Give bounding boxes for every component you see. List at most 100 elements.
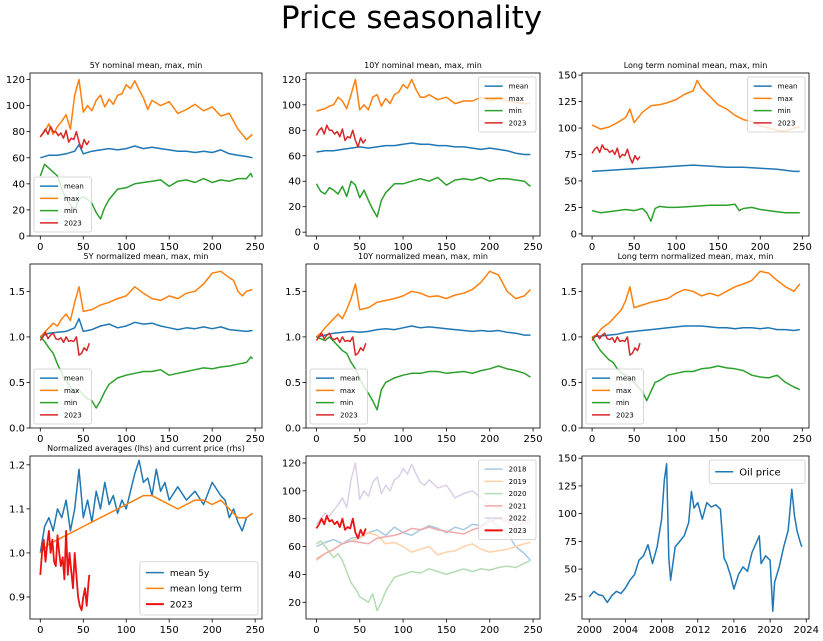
legend-label: 2023: [778, 119, 796, 127]
axes-frame: [29, 455, 263, 620]
chart-title: Long term normalized mean, max, min: [618, 252, 774, 261]
legend: mean max min 2023: [33, 368, 92, 425]
x-tick-label: 200: [203, 434, 222, 445]
x-tick-label: 0: [37, 242, 43, 253]
series-line-mean: [40, 143, 253, 159]
plot-area: [591, 270, 801, 402]
y-tick-label: 20: [288, 202, 301, 213]
y-tick-label: 0.0: [9, 424, 25, 435]
y-tick-label: 60: [288, 151, 301, 162]
y-tick-label: 75: [564, 150, 577, 161]
x-tick-label: 250: [524, 434, 543, 445]
y-tick-label: 0.5: [285, 378, 301, 389]
series-line-max: [316, 78, 531, 112]
y-tick-label: 50: [564, 565, 577, 576]
x-tick-label: 50: [628, 242, 641, 253]
chart-p6: Long term normalized mean, max, min 0 50 10…: [561, 252, 812, 445]
y-tick-label: 1.0: [285, 332, 301, 343]
y-tick-label: 150: [558, 454, 577, 465]
legend-label: 2023: [616, 411, 634, 419]
series-line-mean: [592, 325, 800, 338]
x-tick-label: 250: [793, 434, 812, 445]
y-tick-label: 120: [6, 75, 25, 86]
legend: mean max min 2023: [33, 176, 92, 233]
legend-label: max: [64, 387, 79, 395]
x-tick-label: 200: [203, 242, 222, 253]
series-line-max: [315, 270, 532, 338]
x-tick-label: 150: [709, 434, 728, 445]
legend-box: [585, 368, 644, 425]
x-tick-label: 150: [709, 242, 728, 253]
x-tick-label: 50: [353, 625, 366, 636]
x-tick-label: 2012: [685, 625, 710, 636]
figure-title: Price seasonality: [280, 0, 543, 36]
chart-p3: Long term nominal mean, max, min 0 50 100 15…: [558, 61, 812, 253]
axes-frame: [305, 72, 541, 237]
legend-label: min: [64, 399, 77, 407]
legend-box: [139, 561, 259, 616]
series-line-mean: [592, 164, 800, 173]
x-tick-label: 2004: [613, 625, 638, 636]
y-tick-label: 0.5: [561, 378, 577, 389]
x-tick-label: 150: [160, 242, 179, 253]
y-tick-label: 50: [564, 176, 577, 187]
legend-label: mean 5y: [170, 569, 210, 579]
x-tick-label: 50: [77, 434, 90, 445]
x-tick-label: 0: [37, 434, 43, 445]
legend-label: 2023: [64, 219, 82, 227]
x-tick-label: 2000: [577, 625, 602, 636]
legend-label: min: [340, 399, 353, 407]
legend-label: mean: [778, 83, 798, 91]
legend: mean max min 2023: [478, 76, 537, 133]
y-tick-label: 0: [19, 232, 25, 243]
y-tick-label: 120: [282, 75, 301, 86]
legend-label: mean: [340, 375, 360, 383]
legend-label: 2018: [509, 466, 527, 474]
series-line-min: [591, 336, 801, 402]
series-line-min: [591, 203, 800, 222]
legend-label: 2023: [509, 119, 527, 127]
x-tick-label: 150: [160, 434, 179, 445]
chart-p4: 5Y normalized mean, max, min 0 50 100 150 200…: [9, 252, 265, 445]
series-line-min: [315, 176, 531, 218]
x-tick-label: 150: [437, 242, 456, 253]
series-line-2023: [39, 125, 90, 150]
y-tick-label: 150: [558, 71, 577, 82]
x-tick-label: 100: [667, 434, 686, 445]
plot-area: [315, 270, 532, 411]
y-tick-label: 120: [282, 458, 301, 469]
legend-label: 2020: [509, 490, 527, 498]
y-tick-label: 20: [288, 598, 301, 609]
y-tick-label: 1.2: [9, 460, 25, 471]
legend: mean max min 2023: [309, 368, 368, 425]
y-tick-label: 0.0: [561, 424, 577, 435]
y-tick-label: 1.1: [9, 504, 25, 515]
series-line-max: [39, 78, 253, 141]
y-tick-label: 100: [282, 100, 301, 111]
y-tick-label: 0.5: [9, 378, 25, 389]
legend-label: mean: [64, 375, 84, 383]
legend: mean max min 2023: [585, 368, 644, 425]
series-line-max: [591, 270, 801, 338]
legend-label: 2021: [509, 502, 527, 510]
y-tick-label: 1.0: [9, 548, 25, 559]
x-tick-label: 0: [313, 434, 319, 445]
x-tick-label: 150: [437, 434, 456, 445]
legend-label: mean: [509, 83, 529, 91]
y-tick-label: 100: [6, 101, 25, 112]
chart-p8: 0 50 100 150 200 250 20 40 60 80 100 120 2018 2019 202…: [282, 455, 543, 636]
series-line-mean: [316, 142, 531, 156]
legend-label: mean long term: [170, 585, 242, 595]
series-line-2023: [315, 332, 367, 356]
x-tick-label: 100: [667, 242, 686, 253]
series-line-mean: [40, 317, 253, 338]
x-tick-label: 50: [628, 434, 641, 445]
chart-p5: 10Y normalized mean, max, min 0 50 100 150 20…: [285, 252, 543, 445]
legend-label: 2023: [170, 600, 193, 610]
x-tick-label: 50: [353, 434, 366, 445]
chart-title: 5Y nominal mean, max, min: [90, 61, 203, 70]
y-tick-label: 125: [558, 481, 577, 492]
chart-title: Normalized averages (lhs) and current pr…: [47, 444, 245, 453]
